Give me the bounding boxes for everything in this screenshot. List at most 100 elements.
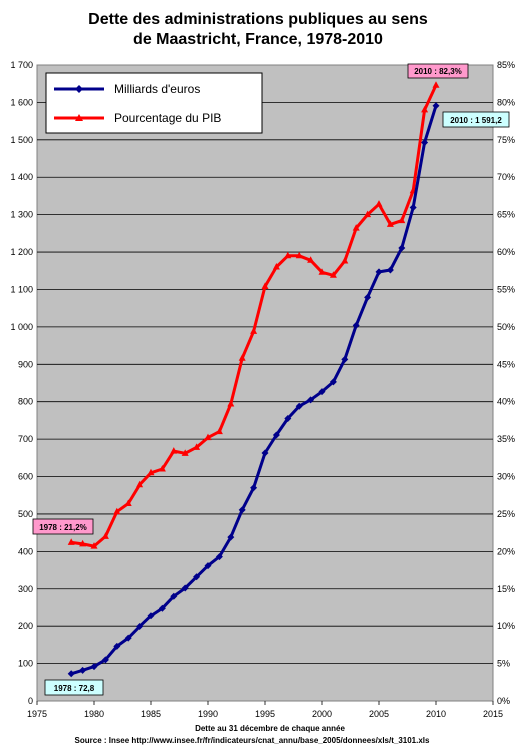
y-left-tick-label: 1 200 bbox=[10, 247, 33, 257]
y-right-tick-label: 45% bbox=[497, 359, 515, 369]
y-left-tick-label: 0 bbox=[28, 696, 33, 706]
annotation-first-eur-text: 1978 : 72,8 bbox=[54, 684, 95, 693]
point-euros bbox=[409, 204, 417, 212]
y-right-tick-label: 30% bbox=[497, 472, 515, 482]
point-euros bbox=[398, 244, 406, 252]
point-euros bbox=[295, 402, 303, 410]
point-euros bbox=[250, 484, 258, 492]
point-euros bbox=[136, 623, 144, 631]
y-left-tick-label: 200 bbox=[18, 621, 33, 631]
point-euros bbox=[193, 573, 201, 581]
x-tick-label: 2000 bbox=[312, 709, 332, 719]
point-pib bbox=[147, 468, 155, 476]
series-layer bbox=[67, 81, 440, 678]
point-euros bbox=[215, 553, 223, 561]
point-pib bbox=[341, 257, 349, 264]
point-pib bbox=[181, 449, 189, 456]
point-euros bbox=[147, 612, 155, 620]
y-left-tick-label: 100 bbox=[18, 659, 33, 669]
point-pib bbox=[352, 224, 360, 231]
source-note: Source : Insee http://www.insee.fr/fr/in… bbox=[75, 736, 430, 745]
point-pib bbox=[386, 220, 394, 227]
point-euros bbox=[375, 268, 383, 276]
y-right-tick-label: 50% bbox=[497, 322, 515, 332]
annotation-last-eur: 2010 : 1 591,2 bbox=[442, 111, 510, 128]
y-right-tick-label: 40% bbox=[497, 397, 515, 407]
y-left-tick-label: 600 bbox=[18, 472, 33, 482]
x-tick-label: 2010 bbox=[426, 709, 446, 719]
y-right-tick-label: 15% bbox=[497, 584, 515, 594]
point-euros bbox=[101, 656, 109, 664]
point-euros bbox=[158, 604, 166, 612]
legend: Milliards d'euros Pourcentage du PIB bbox=[45, 72, 263, 134]
legend-label-euros: Milliards d'euros bbox=[114, 82, 200, 96]
annotation-last-eur-text: 2010 : 1 591,2 bbox=[450, 116, 502, 125]
point-euros bbox=[227, 533, 235, 541]
y-left-tick-label: 1 500 bbox=[10, 135, 33, 145]
point-pib bbox=[398, 216, 406, 224]
point-pib bbox=[272, 263, 280, 270]
point-pib bbox=[79, 539, 87, 547]
point-euros bbox=[67, 670, 75, 678]
point-pib bbox=[136, 480, 144, 488]
point-euros bbox=[432, 102, 440, 110]
point-pib bbox=[375, 200, 383, 207]
point-euros bbox=[124, 634, 132, 642]
point-euros bbox=[238, 506, 246, 514]
point-pib bbox=[364, 210, 372, 218]
x-tick-label: 1975 bbox=[27, 709, 47, 719]
point-euros bbox=[318, 388, 326, 396]
legend-marker-pib bbox=[75, 114, 83, 121]
point-euros bbox=[352, 321, 360, 329]
y-right-tick-label: 20% bbox=[497, 546, 515, 556]
point-euros bbox=[307, 396, 315, 404]
legend-label-pib: Pourcentage du PIB bbox=[114, 111, 221, 125]
point-euros bbox=[204, 562, 212, 570]
annotation-last-pct: 2010 : 82,3% bbox=[407, 63, 469, 79]
y-right-tick-label: 55% bbox=[497, 284, 515, 294]
y-left-tick-label: 1 600 bbox=[10, 97, 33, 107]
y-right-tick-label: 10% bbox=[497, 621, 515, 631]
annotation-first-pct-text: 1978 : 21,2% bbox=[39, 523, 87, 532]
y-left-tick-label: 300 bbox=[18, 584, 33, 594]
x-tick-label: 2005 bbox=[369, 709, 389, 719]
legend-marker-euros bbox=[75, 85, 83, 93]
y-left-tick-label: 700 bbox=[18, 434, 33, 444]
point-pib bbox=[101, 532, 109, 539]
point-pib bbox=[227, 399, 235, 407]
y-right-tick-label: 65% bbox=[497, 210, 515, 220]
point-pib bbox=[215, 427, 223, 435]
left-axis-ticks: 0 100 200 300 400 500 600 700 800 900 1 000 1 100 1 … bbox=[10, 60, 33, 706]
y-left-tick-label: 800 bbox=[18, 397, 33, 407]
point-pib bbox=[90, 542, 98, 549]
point-pib bbox=[295, 251, 303, 259]
x-tick-label: 1985 bbox=[141, 709, 161, 719]
x-tick-label: 2015 bbox=[483, 709, 503, 719]
point-euros bbox=[170, 592, 178, 600]
y-left-tick-label: 1 300 bbox=[10, 210, 33, 220]
y-left-tick-label: 500 bbox=[18, 509, 33, 519]
annotation-last-pct-text: 2010 : 82,3% bbox=[414, 67, 462, 76]
point-euros bbox=[329, 378, 337, 386]
y-right-tick-label: 85% bbox=[497, 60, 515, 70]
point-euros bbox=[341, 355, 349, 363]
y-right-tick-label: 70% bbox=[497, 172, 515, 182]
point-pib bbox=[318, 268, 326, 275]
point-pib bbox=[261, 282, 269, 289]
point-euros bbox=[272, 431, 280, 439]
point-euros bbox=[364, 293, 372, 301]
plot-area bbox=[36, 64, 494, 702]
point-euros bbox=[261, 449, 269, 457]
point-euros bbox=[90, 663, 98, 671]
y-right-tick-label: 0% bbox=[497, 696, 510, 706]
point-pib bbox=[193, 443, 201, 450]
y-left-tick-label: 1 700 bbox=[10, 60, 33, 70]
point-pib bbox=[124, 499, 132, 506]
point-euros bbox=[79, 666, 87, 674]
x-tick-label: 1980 bbox=[84, 709, 104, 719]
y-left-tick-label: 1 000 bbox=[10, 322, 33, 332]
y-right-tick-label: 5% bbox=[497, 659, 510, 669]
x-axis-ticks: 1975 1980 1985 1990 1995 2000 2005 2010 2015 bbox=[27, 701, 503, 719]
point-pib bbox=[158, 465, 166, 472]
